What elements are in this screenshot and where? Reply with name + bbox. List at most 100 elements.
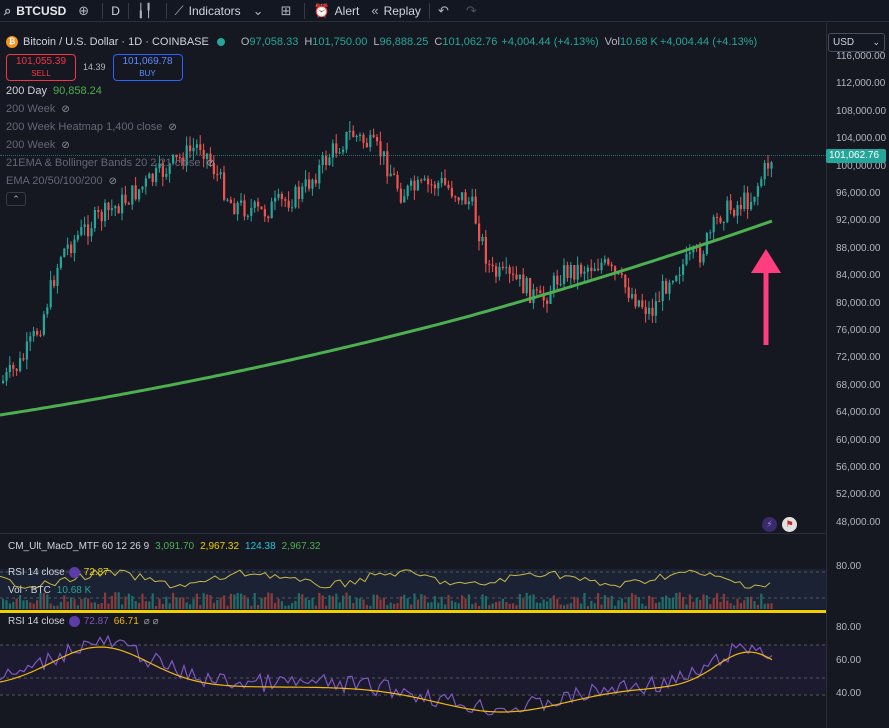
price-chart[interactable] <box>0 23 826 728</box>
alert-button[interactable]: ⏰ Alert <box>307 0 365 22</box>
candle-body <box>716 216 719 218</box>
volume-bar <box>396 603 399 609</box>
volume-bar <box>722 593 725 609</box>
volume-legend[interactable]: Vol · BTC 10.68 K <box>8 585 91 596</box>
candle-body <box>495 266 498 277</box>
indicator-legend-row[interactable]: EMA 20/50/100/200 ⊘ <box>6 172 761 190</box>
candle-body <box>552 275 555 293</box>
candle-body <box>15 368 18 371</box>
layout-button[interactable]: ⊞ <box>275 0 303 22</box>
us-flag-icon[interactable]: ⚑ <box>782 517 797 532</box>
symbol-title: Bitcoin / U.S. Dollar · 1D · COINBASE <box>23 36 209 48</box>
panel-divider-highlight[interactable] <box>0 610 826 613</box>
alarm-clock-icon: ⏰ <box>313 2 330 18</box>
indicator-legend-row[interactable]: 200 Week Heatmap 1,400 close ⊘ <box>6 118 761 136</box>
chart-type-button[interactable]: ╽╿ <box>131 0 164 22</box>
chart-area[interactable]: ₿ Bitcoin / U.S. Dollar · 1D · COINBASE … <box>0 23 889 728</box>
candle-body <box>182 157 185 166</box>
undo-button[interactable]: ↶ <box>432 0 460 22</box>
volume-bar <box>223 595 226 609</box>
volume-bar <box>532 594 535 609</box>
eye-hidden-icon[interactable]: ⊘ <box>61 103 70 115</box>
currency-select[interactable]: USD ⌄ <box>828 33 885 52</box>
candle-body <box>121 194 124 214</box>
volume-bar <box>243 595 246 609</box>
volume-bar <box>518 594 521 609</box>
candle-body <box>66 244 69 249</box>
sell-button[interactable]: 101,055.39 SELL <box>6 53 76 81</box>
replay-button[interactable]: « Replay <box>365 0 427 22</box>
candle-body <box>498 266 501 277</box>
symbol-search-button[interactable]: ⌕ BTCUSD <box>0 0 72 22</box>
eye-hidden-icon[interactable]: ⊘ <box>168 121 177 133</box>
indicator-label: 200 Day <box>6 85 47 97</box>
volume-bar <box>739 603 742 609</box>
buy-button[interactable]: 101,069.78 BUY <box>112 53 183 81</box>
annotation-arrow-head <box>751 249 781 273</box>
indicator-value: 90,858.24 <box>52 85 102 97</box>
indicator-legend-row[interactable]: 21EMA & Bollinger Bands 20 2 21 close ⊘ <box>6 154 761 172</box>
indicator-legend-row[interactable]: 200 Week ⊘ <box>6 136 761 154</box>
candle-body <box>284 199 287 201</box>
candle-body <box>539 290 542 294</box>
price-axis[interactable] <box>826 23 889 728</box>
eye-hidden-icon[interactable]: ⊘ <box>206 157 215 169</box>
candle-body <box>348 130 351 132</box>
macd-legend[interactable]: CM_Ult_MacD_MTF 60 12 26 9 3,091.70 2,96… <box>8 541 321 552</box>
candle-body <box>760 179 763 187</box>
layout-grid-icon: ⊞ <box>280 2 292 18</box>
eye-hidden-icon[interactable]: ⊘ <box>61 139 70 151</box>
indicator-legend-row[interactable]: 200 Week ⊘ <box>6 100 761 118</box>
candle-body <box>423 178 426 181</box>
candle-body <box>413 180 416 191</box>
volume-bar <box>15 598 18 609</box>
high-label: H <box>304 36 313 48</box>
candle-body <box>308 179 311 189</box>
legend-collapse-button[interactable]: ⌃ <box>6 192 26 206</box>
candle-body <box>573 265 576 280</box>
indicator-templates-dropdown[interactable]: ⌄ <box>247 0 275 22</box>
macd-value-2: 2,967.32 <box>200 541 240 552</box>
candle-body <box>318 165 321 184</box>
eye-hidden-icon[interactable]: ⊘ <box>108 175 118 187</box>
candle-body <box>474 196 477 224</box>
volume-bar <box>131 595 134 609</box>
indicator-settings-icon[interactable] <box>68 616 80 627</box>
compare-add-button[interactable]: ⊕ <box>72 0 100 22</box>
volume-bar <box>610 595 613 609</box>
rsi-small-legend[interactable]: RSI 14 close 72.87 <box>8 567 109 578</box>
buy-label: BUY <box>139 68 156 78</box>
volume-bar <box>753 601 756 609</box>
candle-body <box>644 307 647 314</box>
volume-bar <box>719 602 722 609</box>
candle-body <box>376 137 379 142</box>
volume-bar <box>342 595 345 609</box>
candle-body <box>535 289 538 291</box>
candle-body <box>712 216 715 233</box>
volume-bar <box>110 595 113 609</box>
candle-body <box>729 200 732 210</box>
rsi-legend[interactable]: RSI 14 close 72.87 66.71 ⌀ ⌀ <box>8 616 159 627</box>
volume-bar <box>746 597 749 609</box>
candle-body <box>134 185 137 200</box>
rsi-ma-value: 66.71 <box>113 616 139 627</box>
candle-body <box>508 267 511 274</box>
indicator-legend-row[interactable]: 200 Day 90,858.24 <box>6 82 761 100</box>
volume-bar <box>576 598 579 609</box>
candle-body <box>457 197 460 201</box>
indicators-button[interactable]: ⟋ Indicators <box>169 0 247 22</box>
candle-body <box>280 193 283 200</box>
volume-bar <box>308 600 311 609</box>
redo-button[interactable]: ↷ <box>460 0 488 22</box>
indicator-settings-icon[interactable] <box>68 567 80 578</box>
candle-body <box>12 364 15 369</box>
candle-body <box>726 200 729 222</box>
volume-bar <box>352 602 355 609</box>
volume-bar <box>447 595 450 609</box>
volume-bar <box>206 594 209 609</box>
volume-bar <box>359 598 362 609</box>
interval-button[interactable]: D <box>105 0 126 22</box>
flash-icon[interactable]: ⚡ <box>762 517 777 532</box>
volume-value: 10.68 K <box>619 36 658 48</box>
candle-body <box>202 149 205 159</box>
